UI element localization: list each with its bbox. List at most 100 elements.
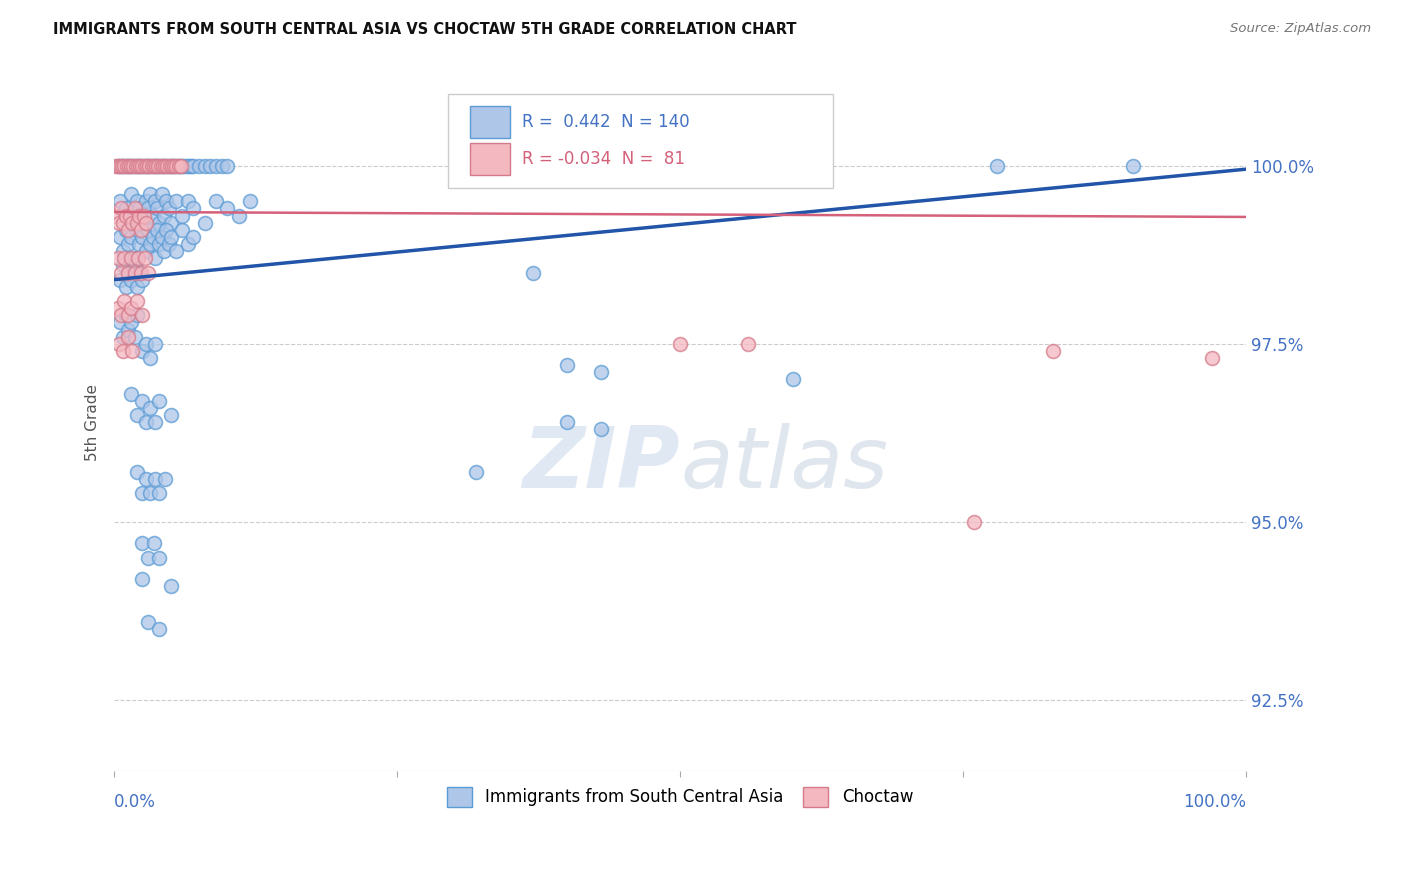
Point bbox=[107, 301, 129, 315]
Point bbox=[162, 159, 184, 173]
Point bbox=[194, 216, 217, 230]
Point bbox=[143, 159, 166, 173]
Point bbox=[125, 308, 148, 322]
Point bbox=[211, 159, 233, 173]
Point bbox=[117, 308, 139, 322]
Point bbox=[148, 393, 170, 408]
Point bbox=[155, 223, 177, 237]
Point bbox=[135, 472, 157, 486]
Point bbox=[188, 159, 211, 173]
Point bbox=[148, 550, 170, 565]
Point bbox=[135, 159, 157, 173]
Text: 100.0%: 100.0% bbox=[1182, 793, 1246, 811]
Point bbox=[159, 216, 181, 230]
Point bbox=[136, 159, 159, 173]
Point bbox=[125, 159, 148, 173]
Point bbox=[167, 159, 190, 173]
Point bbox=[112, 159, 135, 173]
Point bbox=[165, 244, 187, 259]
Point bbox=[589, 422, 612, 436]
Point bbox=[124, 202, 146, 216]
Point bbox=[120, 252, 142, 266]
Point bbox=[217, 202, 239, 216]
Point bbox=[108, 230, 131, 244]
Point bbox=[159, 159, 181, 173]
Point bbox=[131, 223, 153, 237]
Point bbox=[118, 159, 141, 173]
Point bbox=[148, 216, 170, 230]
Point bbox=[125, 159, 148, 173]
Point bbox=[112, 244, 135, 259]
Point bbox=[110, 266, 132, 280]
Point bbox=[131, 273, 153, 287]
Point bbox=[782, 372, 804, 386]
Point bbox=[160, 159, 183, 173]
Point bbox=[239, 194, 262, 209]
Point bbox=[121, 159, 143, 173]
Point bbox=[132, 209, 155, 223]
Text: IMMIGRANTS FROM SOUTH CENTRAL ASIA VS CHOCTAW 5TH GRADE CORRELATION CHART: IMMIGRANTS FROM SOUTH CENTRAL ASIA VS CH… bbox=[53, 22, 797, 37]
Point bbox=[131, 572, 153, 586]
Point bbox=[146, 159, 169, 173]
Point bbox=[120, 159, 142, 173]
Point bbox=[131, 159, 153, 173]
Point bbox=[112, 343, 135, 358]
Point bbox=[183, 159, 205, 173]
Point bbox=[142, 159, 165, 173]
Point bbox=[165, 159, 187, 173]
Point bbox=[112, 216, 135, 230]
Point bbox=[108, 273, 131, 287]
Point bbox=[145, 159, 167, 173]
Point bbox=[153, 209, 176, 223]
Point bbox=[108, 315, 131, 329]
Point bbox=[465, 465, 488, 479]
Text: ZIP: ZIP bbox=[523, 423, 681, 506]
Point bbox=[108, 194, 131, 209]
Point bbox=[143, 472, 166, 486]
Point bbox=[114, 209, 136, 223]
Point bbox=[170, 159, 193, 173]
Point bbox=[124, 266, 146, 280]
Text: R = -0.034  N =  81: R = -0.034 N = 81 bbox=[522, 150, 685, 168]
Point bbox=[136, 223, 159, 237]
Point bbox=[131, 216, 153, 230]
Point bbox=[986, 159, 1008, 173]
Point bbox=[131, 536, 153, 550]
Point bbox=[131, 159, 153, 173]
Point bbox=[555, 358, 578, 372]
Point bbox=[138, 159, 160, 173]
Point bbox=[124, 259, 146, 273]
Point bbox=[117, 329, 139, 343]
Point bbox=[200, 159, 222, 173]
Point bbox=[114, 159, 136, 173]
Point bbox=[112, 159, 135, 173]
Point bbox=[117, 159, 139, 173]
Point bbox=[156, 159, 179, 173]
Point bbox=[114, 223, 136, 237]
Point bbox=[135, 415, 157, 429]
Point bbox=[111, 159, 134, 173]
Point bbox=[1042, 343, 1064, 358]
Point bbox=[669, 336, 692, 351]
Point bbox=[112, 252, 135, 266]
Point bbox=[165, 159, 187, 173]
Point bbox=[124, 209, 146, 223]
Point bbox=[205, 159, 228, 173]
Point bbox=[217, 159, 239, 173]
Point bbox=[159, 408, 181, 422]
Point bbox=[142, 230, 165, 244]
Point bbox=[107, 336, 129, 351]
Point bbox=[139, 401, 162, 415]
Point bbox=[139, 486, 162, 500]
Point bbox=[169, 159, 191, 173]
Point bbox=[146, 202, 169, 216]
Point bbox=[127, 252, 149, 266]
Point bbox=[143, 415, 166, 429]
Point bbox=[228, 209, 250, 223]
Point bbox=[141, 159, 163, 173]
Point bbox=[165, 194, 187, 209]
Point bbox=[143, 252, 166, 266]
Legend: Immigrants from South Central Asia, Choctaw: Immigrants from South Central Asia, Choc… bbox=[439, 779, 921, 815]
Point bbox=[155, 159, 177, 173]
Point bbox=[120, 273, 142, 287]
